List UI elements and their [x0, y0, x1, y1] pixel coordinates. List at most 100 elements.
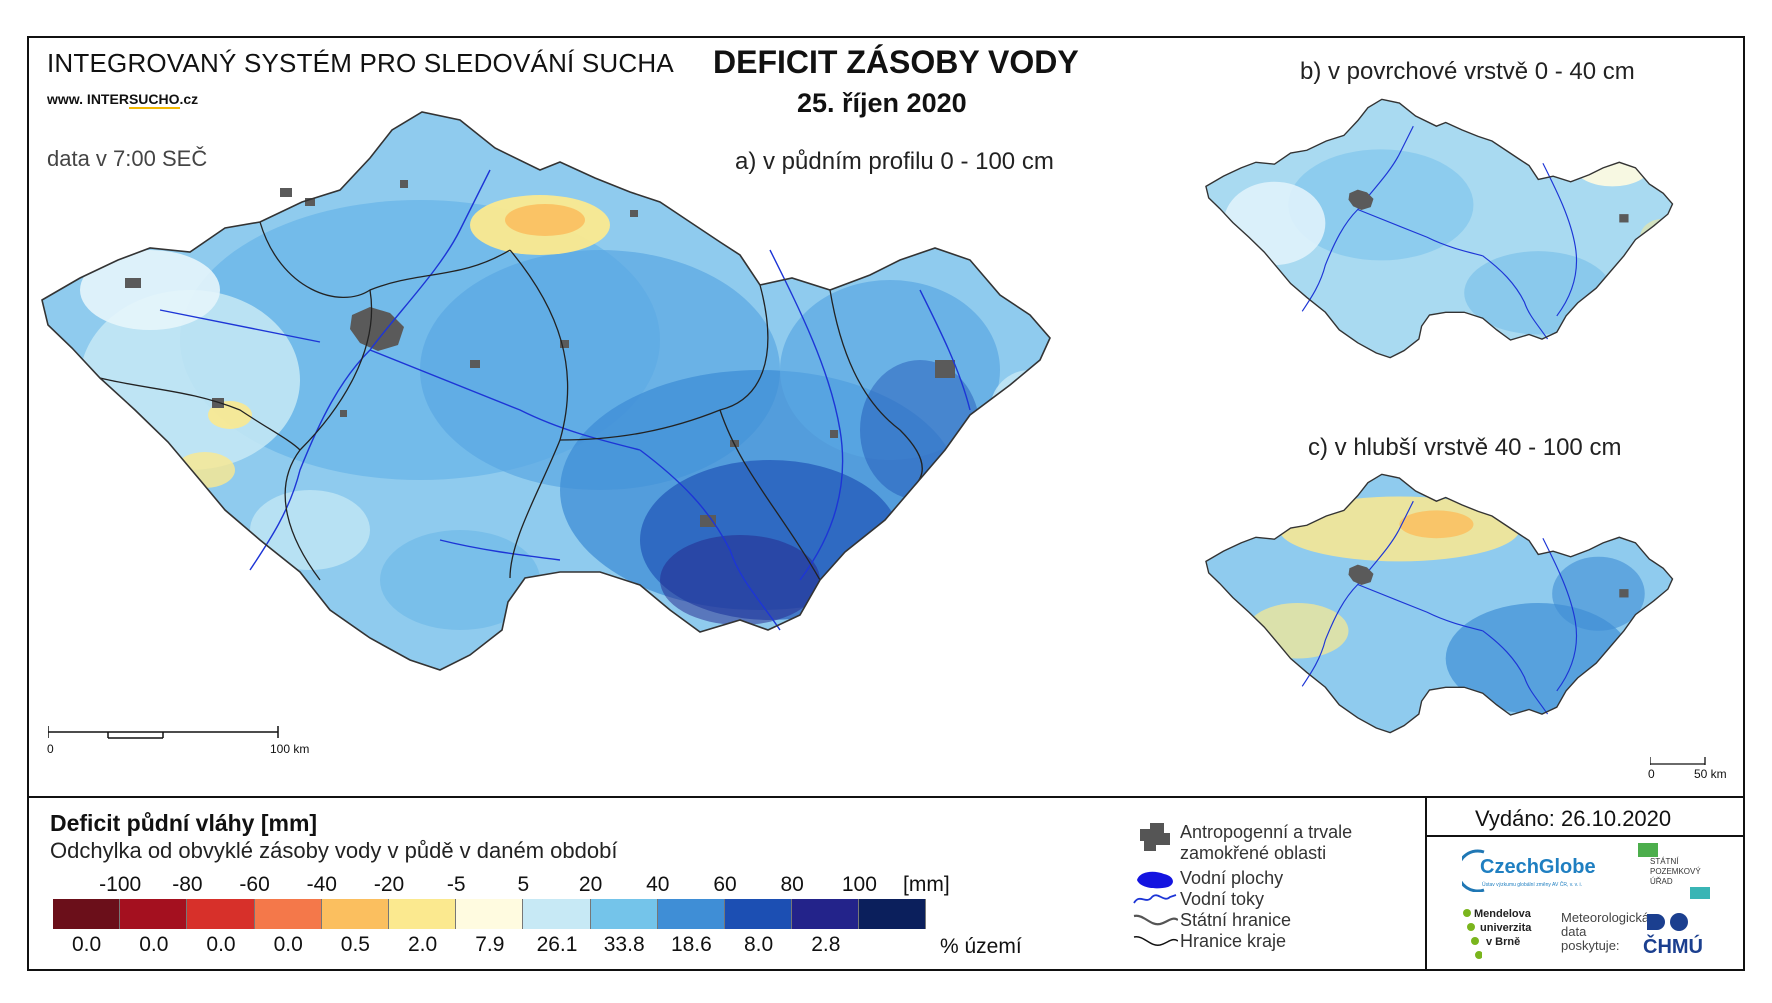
legend-percent-value: 26.1	[536, 933, 578, 956]
legend-water-bodies: Vodní plochy	[1130, 868, 1284, 889]
region-border-label: Hranice kraje	[1180, 931, 1287, 951]
legend-percent-value: 0.5	[340, 933, 370, 956]
scale-bar-main	[48, 726, 279, 739]
szu-logo: STÁTNÍ POZEMKOVÝ ÚŘAD	[1638, 843, 1718, 903]
legend-color-segment	[657, 899, 725, 929]
chmu-note-1: Meteorologická	[1561, 910, 1650, 925]
river-icon	[1130, 889, 1180, 909]
legend-color-segment	[187, 899, 255, 929]
legend-color-segment	[523, 899, 591, 929]
legend-percent-value: 0.0	[71, 933, 102, 956]
legend-color-segment	[120, 899, 188, 929]
chmu-note-3: poskytuje:	[1561, 938, 1620, 953]
czechglobe-text: CzechGlobe	[1480, 856, 1596, 878]
issued-divider	[1425, 835, 1745, 837]
szu-line-2: POZEMKOVÝ	[1650, 867, 1701, 876]
percent-area-label: % území	[940, 935, 1022, 958]
scale-small-start: 0	[1648, 767, 1655, 781]
legend-percent-value: 0.0	[273, 933, 303, 956]
region-border-icon	[1130, 931, 1180, 951]
legend-tick-label: 20	[578, 873, 603, 896]
czechglobe-tagline: Ústav výzkumu globální změny AV ČR, v. v…	[1482, 882, 1583, 888]
website-suffix: .cz	[179, 91, 199, 107]
issued-date: Vydáno: 26.10.2020	[1475, 806, 1672, 831]
legend-color-segment	[254, 899, 322, 929]
map-c-deeper-layer	[1205, 473, 1674, 734]
legend-tick-label: 40	[646, 873, 670, 896]
state-border-icon	[1130, 910, 1180, 930]
legend-color-segment	[388, 899, 457, 929]
mendel-line-3: v Brně	[1486, 936, 1521, 948]
data-time-label: data v 7:00 SEČ	[47, 146, 208, 171]
website-accent: SUCHO	[128, 91, 180, 109]
czechglobe-logo: CzechGlobe Ústav výzkumu globální změny …	[1462, 848, 1612, 892]
legend-percent-value: 0.0	[139, 933, 169, 956]
legend-tick-label: 60	[713, 873, 737, 896]
legend-rivers: Vodní toky	[1130, 889, 1264, 909]
scale-main-start: 0	[47, 742, 54, 756]
system-title: INTEGROVANÝ SYSTÉM PRO SLEDOVÁNÍ SUCHA	[47, 48, 674, 78]
anthropogenic-icon	[1130, 823, 1180, 851]
legend-color-segment	[321, 899, 389, 929]
legend-tick-label: -60	[239, 873, 270, 896]
legend-divider	[27, 796, 1745, 798]
legend-color-segment	[456, 899, 524, 929]
legend-color-segment	[724, 899, 793, 929]
website-link[interactable]: www. INTERSUCHO.cz	[47, 91, 199, 109]
scale-bar-small	[1650, 757, 1706, 765]
main-title: DEFICIT ZÁSOBY VODY	[713, 44, 1079, 80]
water-bodies-label: Vodní plochy	[1180, 868, 1284, 888]
legend-color-segment	[792, 899, 860, 929]
legend-tick-label: -100	[99, 873, 142, 896]
legend-tick-label: 80	[780, 873, 804, 896]
legend-unit: [mm]	[903, 873, 950, 896]
legend-percent-value: 33.8	[603, 933, 645, 956]
map-b-title: b) v povrchové vrstvě 0 - 40 cm	[1300, 58, 1635, 85]
legend-color-segment	[590, 899, 658, 929]
map-c-title: c) v hlubší vrstvě 40 - 100 cm	[1308, 434, 1622, 461]
chmu-text: ČHMÚ	[1643, 936, 1703, 958]
legend-tick-label: -20	[373, 873, 405, 896]
legend-percentages: 0.0 0.0 0.0 0.0 0.5 2.0 7.9 26.1 33.8 18.6 8.0 2.8	[53, 933, 953, 957]
legend-subtitle: Odchylka od obvyklé zásoby vody v půdě v…	[50, 838, 618, 863]
rivers	[159, 169, 971, 631]
legend-tick-label: 100	[841, 873, 877, 896]
legend-tick-label: 5	[517, 873, 530, 896]
mendel-university-logo: Mendelova univerzita v Brně	[1462, 908, 1558, 966]
legend-anthropogenic: Antropogenní a trvale zamokřené oblasti	[1130, 822, 1380, 863]
szu-line-3: ÚŘAD	[1650, 877, 1673, 886]
legend-percent-value: 18.6	[670, 933, 712, 956]
mendel-line-2: univerzita	[1480, 922, 1532, 934]
legend-color-segment	[53, 899, 121, 929]
rivers-label: Vodní toky	[1180, 889, 1265, 909]
legend-state-border: Státní hranice	[1130, 910, 1291, 930]
map-b-surface-layer	[1205, 98, 1674, 359]
map-a-title: a) v půdním profilu 0 - 100 cm	[735, 148, 1054, 175]
legend-color-segment	[859, 899, 927, 929]
water-body-icon	[1130, 868, 1180, 889]
legend-tick-labels: -100 -80 -60 -40 -20 -5 5 20 40 60 80 100	[53, 873, 933, 897]
legend-tick-label: -80	[172, 873, 203, 896]
state-border-label: Státní hranice	[1180, 910, 1292, 930]
legend-title: Deficit půdní vláhy [mm]	[50, 810, 318, 836]
legend-tick-label: -40	[306, 873, 337, 896]
main-map-czechia	[41, 111, 1051, 671]
legend-tick-label: -5	[446, 873, 466, 896]
legend-percent-value: 0.0	[206, 933, 236, 956]
mendel-line-1: Mendelova	[1474, 908, 1531, 920]
website-prefix: www. INTER	[47, 91, 129, 107]
scale-small-end: 50 km	[1694, 767, 1727, 781]
main-date: 25. říjen 2020	[797, 88, 967, 118]
legend-color-bar	[53, 899, 927, 929]
anthropogenic-label: Antropogenní a trvale zamokřené oblasti	[1180, 822, 1353, 863]
legend-percent-value: 7.9	[475, 933, 505, 956]
footer-divider	[1425, 796, 1427, 971]
anthropogenic-areas	[125, 180, 955, 527]
scale-main-end: 100 km	[270, 742, 310, 756]
legend-percent-value: 2.8	[811, 933, 841, 956]
legend-percent-value: 2.0	[407, 933, 438, 956]
region-borders	[99, 221, 923, 581]
chmu-logo: Meteorologická data poskytuje: ČHMÚ	[1559, 910, 1729, 966]
chmu-note-2: data	[1561, 924, 1587, 939]
legend-percent-value: 8.0	[743, 933, 774, 956]
